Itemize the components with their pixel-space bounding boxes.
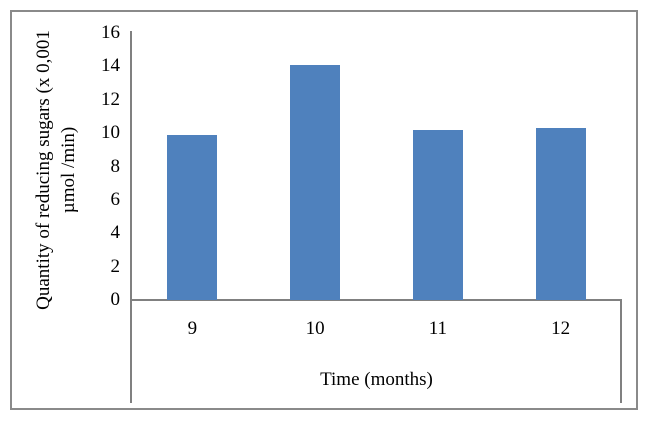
bar-month-11: [412, 129, 463, 300]
y-tick-label-8: 8: [110, 155, 121, 177]
x-tick-label-12: 12: [551, 318, 571, 339]
y-axis-title: Quantity of reducing sugars (x 0,001 µmo…: [31, 0, 81, 350]
bar-month-12: [535, 128, 586, 300]
y-axis-title-line-2: µmol /min): [58, 126, 79, 214]
x-axis-line: [130, 299, 622, 301]
x-axis-title: Time (months): [320, 369, 433, 390]
y-tick-label-10: 10: [101, 122, 120, 144]
x-tick-label-9: 9: [187, 318, 198, 339]
y-tick-label-2: 2: [110, 255, 121, 277]
y-tick-label-4: 4: [110, 222, 121, 244]
y-axis-line: [130, 31, 132, 403]
bar-month-10: [290, 64, 341, 300]
y-tick-label-16: 16: [101, 22, 120, 43]
y-tick-label-0: 0: [110, 289, 121, 310]
category-area-right-border: [620, 299, 622, 403]
y-axis-title-line-1: Quantity of reducing sugars (x 0,001: [33, 30, 54, 310]
y-tick-label-14: 14: [101, 55, 120, 77]
x-tick-label-10: 10: [305, 318, 325, 339]
y-tick-label-6: 6: [110, 188, 121, 210]
x-tick-label-11: 11: [428, 318, 448, 339]
bar-month-9: [167, 134, 218, 300]
y-tick-label-12: 12: [101, 88, 120, 110]
